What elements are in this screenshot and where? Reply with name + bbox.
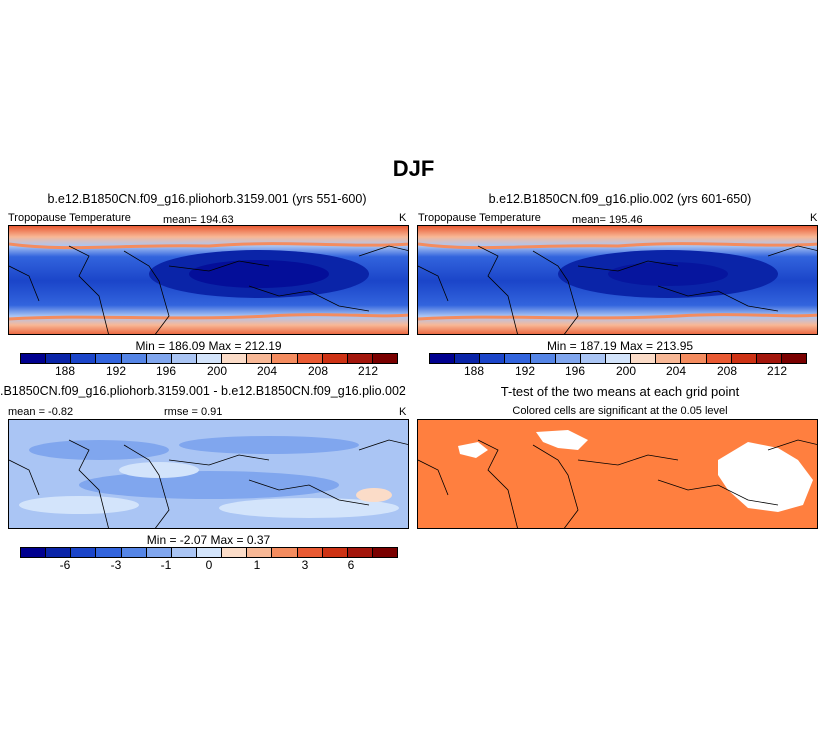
right-minmax: Min = 187.19 Max = 213.95 <box>546 339 694 353</box>
ttest-map <box>417 419 818 529</box>
tick-label: 204 <box>256 364 278 378</box>
tick-label: 204 <box>665 364 687 378</box>
diff-colorbar <box>20 547 398 558</box>
ttest-heading: T-test of the two means at each grid poi… <box>500 384 740 399</box>
left-mean-label: mean= 194.63 <box>163 214 234 226</box>
tick-label: 0 <box>205 558 213 572</box>
diff-panel-heading: .B1850CN.f09_g16.pliohorb.3159.001 - b.e… <box>0 384 406 398</box>
coastline-lines <box>9 245 408 334</box>
left-colorbar <box>20 353 398 364</box>
diff-unit-label: K <box>399 406 407 418</box>
ttest-subheading: Colored cells are significant at the 0.0… <box>512 405 728 417</box>
diff-map <box>8 419 409 529</box>
right-map <box>417 225 818 335</box>
tick-label: 3 <box>301 558 309 572</box>
right-panel-heading: b.e12.B1850CN.f09_g16.plio.002 (yrs 601-… <box>488 192 752 206</box>
tick-label: 6 <box>347 558 355 572</box>
coastline-lines <box>9 439 408 528</box>
tick-label: 192 <box>514 364 536 378</box>
coastline-lines <box>418 439 817 528</box>
tick-label: -1 <box>160 558 172 572</box>
tick-label: -3 <box>110 558 122 572</box>
right-field-label: Tropopause Temperature <box>418 212 541 224</box>
right-unit-label: K <box>810 212 818 224</box>
left-minmax: Min = 186.09 Max = 212.19 <box>135 339 282 353</box>
left-map <box>8 225 409 335</box>
tick-label: 192 <box>105 364 127 378</box>
tick-label: 212 <box>766 364 788 378</box>
tick-label: 188 <box>54 364 76 378</box>
diff-rmse-label: rmse = 0.91 <box>164 406 223 418</box>
coastline-lines <box>418 245 817 334</box>
tick-label: -6 <box>59 558 71 572</box>
tick-label: 196 <box>564 364 586 378</box>
page-title: DJF <box>392 156 435 181</box>
left-unit-label: K <box>399 212 407 224</box>
tick-label: 200 <box>206 364 228 378</box>
tick-label: 196 <box>155 364 177 378</box>
tick-label: 212 <box>357 364 379 378</box>
left-panel-heading: b.e12.B1850CN.f09_g16.pliohorb.3159.001 … <box>47 192 367 206</box>
right-mean-label: mean= 195.46 <box>572 214 643 226</box>
right-colorbar <box>429 353 807 364</box>
diff-colorbar-ticks: -6 -3 -1 0 1 3 6 <box>20 558 398 572</box>
tick-label: 1 <box>253 558 261 572</box>
tick-label: 208 <box>716 364 738 378</box>
diff-mean-label: mean = -0.82 <box>8 406 74 418</box>
right-colorbar-ticks: 188 192 196 200 204 208 212 <box>429 364 807 378</box>
left-colorbar-ticks: 188 192 196 200 204 208 212 <box>20 364 398 378</box>
tick-label: 188 <box>463 364 485 378</box>
left-field-label: Tropopause Temperature <box>8 212 131 224</box>
diff-minmax: Min = -2.07 Max = 0.37 <box>146 533 271 547</box>
tick-label: 208 <box>307 364 329 378</box>
tick-label: 200 <box>615 364 637 378</box>
